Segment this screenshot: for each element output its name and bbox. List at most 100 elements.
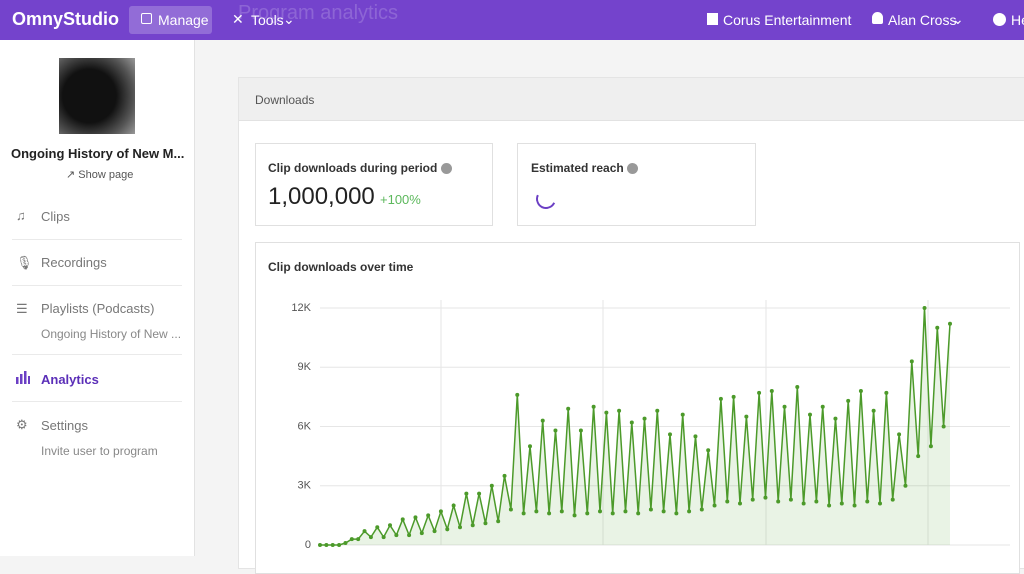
card-title: Clip downloads during period	[268, 161, 452, 175]
point	[477, 491, 482, 496]
point	[712, 503, 717, 508]
link-text[interactable]: Show page	[78, 169, 134, 181]
point	[801, 501, 806, 506]
point	[489, 483, 494, 488]
nav-item[interactable]: Tools	[251, 12, 284, 28]
point	[878, 501, 882, 506]
program-name: Ongoing History of New M...	[11, 146, 185, 161]
point	[591, 404, 596, 409]
point	[368, 535, 373, 540]
point	[648, 507, 653, 512]
show-page-link[interactable]: ↗ Show page	[66, 169, 134, 181]
nav-item[interactable]: Manage	[158, 12, 209, 28]
point	[846, 398, 851, 403]
point	[445, 527, 450, 532]
y-tick-label: 3K	[298, 480, 312, 492]
point	[458, 525, 462, 530]
point	[623, 509, 628, 514]
point	[776, 499, 781, 504]
manage-button[interactable]	[129, 6, 212, 34]
logo[interactable]: OmnyStudio	[12, 9, 119, 29]
menu-sub[interactable]: Ongoing History of New ...	[41, 327, 182, 341]
point	[948, 321, 952, 326]
point	[795, 385, 800, 389]
point	[871, 408, 876, 413]
point	[337, 543, 342, 547]
point	[897, 432, 902, 437]
point	[496, 519, 501, 524]
point	[400, 517, 405, 522]
point	[394, 533, 399, 538]
point	[502, 473, 507, 478]
menu-icon: ☰	[16, 301, 28, 316]
point	[858, 388, 863, 393]
point	[547, 511, 552, 516]
help[interactable]: He	[1011, 12, 1024, 28]
point	[470, 523, 475, 528]
menu-item[interactable]: Settings	[41, 418, 88, 433]
menu-item[interactable]: Playlists (Podcasts)	[41, 301, 155, 316]
y-tick-label: 0	[305, 539, 311, 551]
point	[330, 543, 335, 547]
menu-item[interactable]: Recordings	[41, 255, 107, 270]
menu-item[interactable]: Analytics	[41, 372, 99, 387]
point	[757, 390, 762, 395]
org-name[interactable]: Corus Entertainment	[723, 12, 852, 28]
y-tick-label: 6K	[298, 420, 312, 432]
point	[674, 511, 679, 516]
sidebar: Ongoing History of New M... ↗ Show page …	[0, 40, 195, 556]
point	[426, 513, 431, 518]
info-icon[interactable]	[627, 163, 639, 175]
user-icon	[872, 12, 883, 24]
chart-card: Clip downloads over time	[255, 242, 1020, 574]
point	[610, 511, 615, 516]
program-artwork[interactable]	[59, 58, 135, 134]
point	[769, 388, 774, 393]
point	[642, 416, 647, 421]
point	[865, 499, 870, 504]
point	[540, 418, 545, 423]
point	[381, 535, 386, 540]
point	[324, 543, 329, 547]
point	[928, 444, 933, 449]
point	[833, 416, 838, 421]
point	[731, 394, 736, 399]
point	[515, 392, 520, 397]
card-title: Estimated reach	[531, 161, 639, 175]
info-icon[interactable]	[440, 163, 452, 175]
top-bar: OmnyStudio Manage ✕ Tools ⌄ Program anal…	[0, 0, 1024, 40]
point	[922, 306, 927, 310]
stat-card: Estimated reach	[517, 143, 756, 226]
point	[349, 537, 354, 542]
point	[661, 509, 666, 514]
point	[725, 499, 730, 504]
point	[407, 533, 412, 538]
point	[413, 515, 418, 520]
point	[617, 408, 622, 413]
analytics-icon	[16, 371, 30, 384]
point	[419, 531, 424, 536]
point	[852, 503, 857, 508]
point	[508, 507, 513, 512]
chevron: ⌄	[952, 11, 964, 27]
menu-sub[interactable]: Invite user to program	[41, 444, 158, 458]
separator	[12, 354, 182, 355]
menu-item[interactable]: Clips	[41, 209, 70, 224]
point	[941, 424, 946, 429]
area	[320, 308, 950, 545]
point	[566, 406, 571, 411]
point	[750, 497, 755, 502]
user-name[interactable]: Alan Cross	[888, 12, 957, 28]
card-value: 1,000,000	[268, 183, 375, 210]
point	[483, 521, 488, 526]
vertical-grid	[440, 300, 929, 545]
card-change: +100%	[380, 192, 421, 207]
point	[687, 509, 692, 514]
menu-icon: 🎙	[16, 255, 33, 270]
point	[808, 412, 812, 417]
y-tick-label: 9K	[298, 361, 312, 373]
chevron: ⌄	[283, 11, 295, 27]
point	[668, 432, 672, 437]
point	[528, 444, 532, 449]
